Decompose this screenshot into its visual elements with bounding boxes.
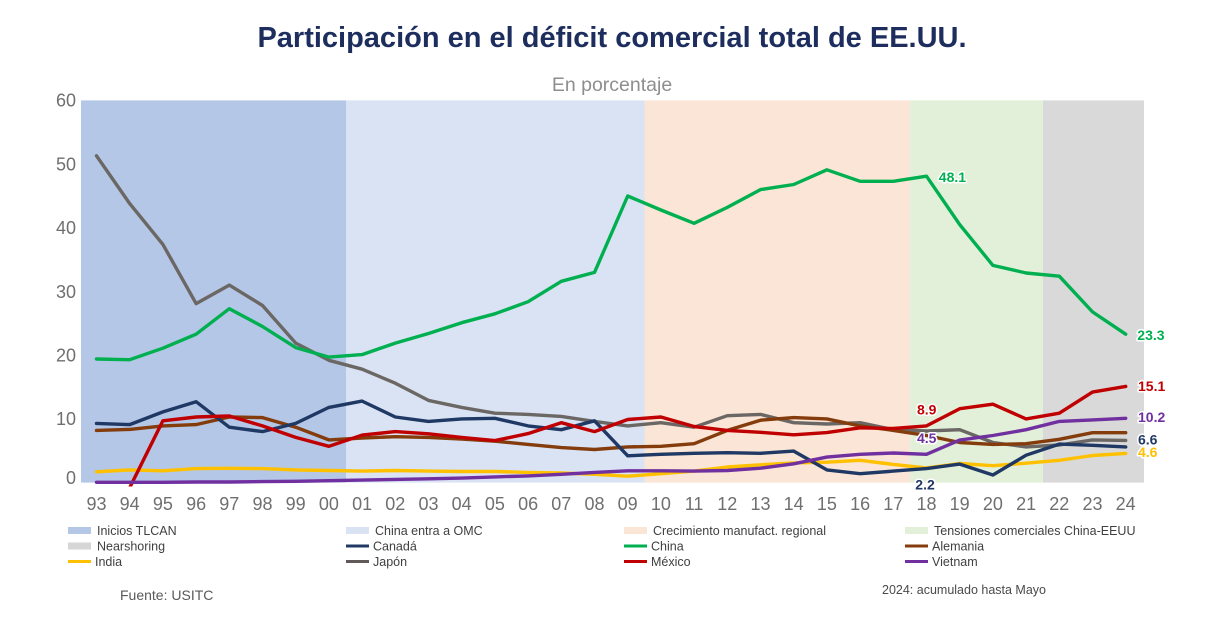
svg-text:40: 40 [56,218,76,238]
svg-text:24: 24 [1116,494,1136,514]
svg-text:07: 07 [551,494,571,514]
svg-text:05: 05 [485,494,505,514]
svg-text:93: 93 [86,494,106,514]
svg-text:Fuente: USITC: Fuente: USITC [120,587,213,603]
svg-text:14: 14 [784,494,804,514]
svg-text:97: 97 [219,494,239,514]
svg-text:10: 10 [651,494,671,514]
svg-text:En porcentaje: En porcentaje [552,74,672,96]
svg-text:11: 11 [685,494,704,514]
svg-text:23: 23 [1082,494,1102,514]
svg-text:Vietnam: Vietnam [932,555,978,569]
svg-text:0: 0 [66,468,76,488]
svg-text:94: 94 [120,494,140,514]
svg-text:04: 04 [452,494,472,514]
svg-text:4.6: 4.6 [1138,444,1158,460]
svg-text:60: 60 [56,91,76,111]
svg-text:03: 03 [418,494,438,514]
svg-text:18: 18 [916,494,936,514]
svg-text:6.6: 6.6 [1138,432,1158,448]
svg-text:Alemania: Alemania [932,539,984,553]
svg-text:12: 12 [717,494,737,514]
svg-text:00: 00 [319,494,339,514]
svg-text:Inicios TLCAN: Inicios TLCAN [97,524,177,538]
svg-text:30: 30 [56,282,76,302]
svg-text:India: India [95,555,122,569]
svg-text:23.3: 23.3 [1137,327,1164,343]
svg-text:99: 99 [286,494,306,514]
svg-text:4.5: 4.5 [917,430,937,446]
svg-text:Tensiones comerciales China-EE: Tensiones comerciales China-EEUU [934,524,1135,538]
svg-text:20: 20 [56,346,76,366]
svg-text:09: 09 [618,494,638,514]
svg-text:01: 01 [352,494,372,514]
svg-text:China entra a OMC: China entra a OMC [375,524,483,538]
svg-text:19: 19 [950,494,970,514]
svg-text:China: China [651,539,684,553]
svg-text:96: 96 [186,494,206,514]
svg-text:15.1: 15.1 [1138,378,1165,394]
svg-text:21: 21 [1016,494,1036,514]
svg-text:Crecimiento manufact. regional: Crecimiento manufact. regional [653,524,826,538]
svg-text:50: 50 [56,154,76,174]
svg-text:2.2: 2.2 [915,476,935,492]
svg-text:Participación en el déficit co: Participación en el déficit comercial to… [257,22,966,54]
svg-text:2024: acumulado hasta Mayo: 2024: acumulado hasta Mayo [882,583,1046,597]
svg-text:Canadá: Canadá [373,539,417,553]
svg-text:16: 16 [850,494,870,514]
svg-text:Nearshoring: Nearshoring [97,539,165,553]
svg-text:13: 13 [750,494,770,514]
svg-text:Japón: Japón [373,555,407,569]
svg-text:95: 95 [153,494,173,514]
svg-text:10.2: 10.2 [1138,409,1165,425]
svg-text:06: 06 [518,494,538,514]
svg-text:10: 10 [56,409,76,429]
svg-text:48.1: 48.1 [939,169,966,185]
svg-text:22: 22 [1049,494,1069,514]
svg-text:15: 15 [817,494,837,514]
svg-text:20: 20 [983,494,1003,514]
svg-text:17: 17 [883,494,903,514]
svg-text:08: 08 [584,494,604,514]
svg-text:02: 02 [385,494,405,514]
svg-text:8.9: 8.9 [917,402,937,418]
svg-text:98: 98 [252,494,272,514]
svg-text:México: México [651,555,691,569]
